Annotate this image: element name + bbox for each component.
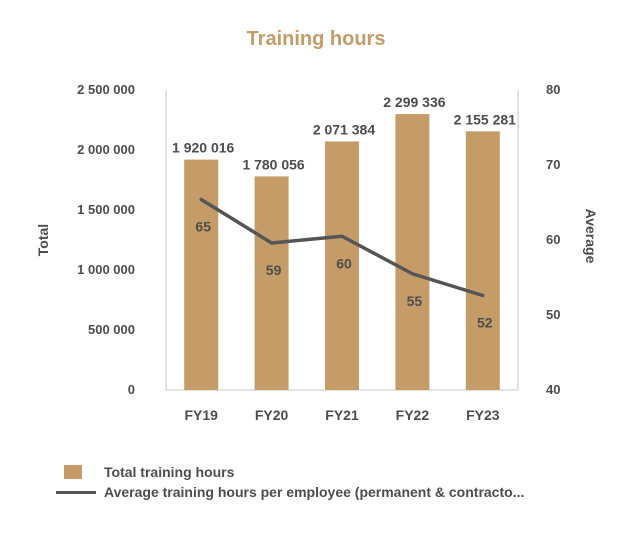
line-data-label: 55 [407, 293, 423, 309]
bar-fy23 [465, 131, 500, 391]
right-tick-label: 60 [546, 232, 560, 247]
legend-item-average-hours[interactable]: Average training hours per employee (per… [56, 482, 524, 502]
bar-data-label: 2 071 384 [313, 121, 375, 137]
x-tick-label: FY23 [466, 407, 500, 423]
line-data-label: 52 [477, 315, 493, 331]
chart-title: Training hours [246, 28, 386, 50]
bar-data-label: 2 299 336 [383, 94, 445, 110]
line-data-label: 59 [266, 262, 282, 278]
left-tick-label: 1 000 000 [77, 262, 135, 277]
bar-fy21 [325, 141, 359, 390]
x-tick-label: FY19 [184, 407, 218, 423]
right-axis-title: Average [583, 209, 599, 264]
bar-data-label: 1 920 016 [172, 140, 234, 156]
bar-data-label: 1 780 056 [242, 156, 304, 172]
left-tick-label: 1 500 000 [77, 202, 135, 217]
legend-item-total-hours[interactable]: Total training hours [56, 462, 524, 482]
legend-swatch-line [56, 490, 96, 494]
bar-fy20 [254, 176, 289, 390]
left-tick-label: 0 [128, 382, 135, 397]
left-tick-label: 500 000 [88, 322, 135, 337]
x-tick-label: FY22 [396, 407, 430, 423]
line-layer [199, 197, 485, 298]
bars-layer [184, 114, 500, 391]
axes-layer: 0 500 000 1 000 000 1 500 000 2 000 000 2 500… [35, 82, 599, 423]
bar-fy22 [395, 114, 430, 390]
bar-fy19 [184, 159, 219, 390]
bar-data-label: 2 155 281 [454, 111, 516, 127]
legend: Total training hours Average training ho… [56, 462, 524, 502]
line-data-label: 60 [336, 255, 352, 271]
legend-swatch-bar [64, 465, 82, 479]
right-tick-label: 70 [546, 157, 560, 172]
left-tick-label: 2 000 000 [77, 142, 135, 157]
legend-label-total-hours: Total training hours [104, 464, 235, 480]
left-tick-label: 2 500 000 [77, 82, 135, 97]
x-tick-label: FY21 [325, 407, 359, 423]
right-tick-label: 80 [546, 82, 560, 97]
line-data-label: 65 [195, 219, 211, 235]
legend-label-average-hours: Average training hours per employee (per… [104, 484, 525, 500]
right-tick-label: 50 [546, 307, 560, 322]
labels-layer: 1 920 016 1 780 056 2 071 384 2 299 336 2 15… [172, 94, 516, 330]
right-tick-label: 40 [546, 382, 560, 397]
left-axis-title: Total [35, 224, 51, 256]
x-tick-label: FY20 [255, 407, 289, 423]
